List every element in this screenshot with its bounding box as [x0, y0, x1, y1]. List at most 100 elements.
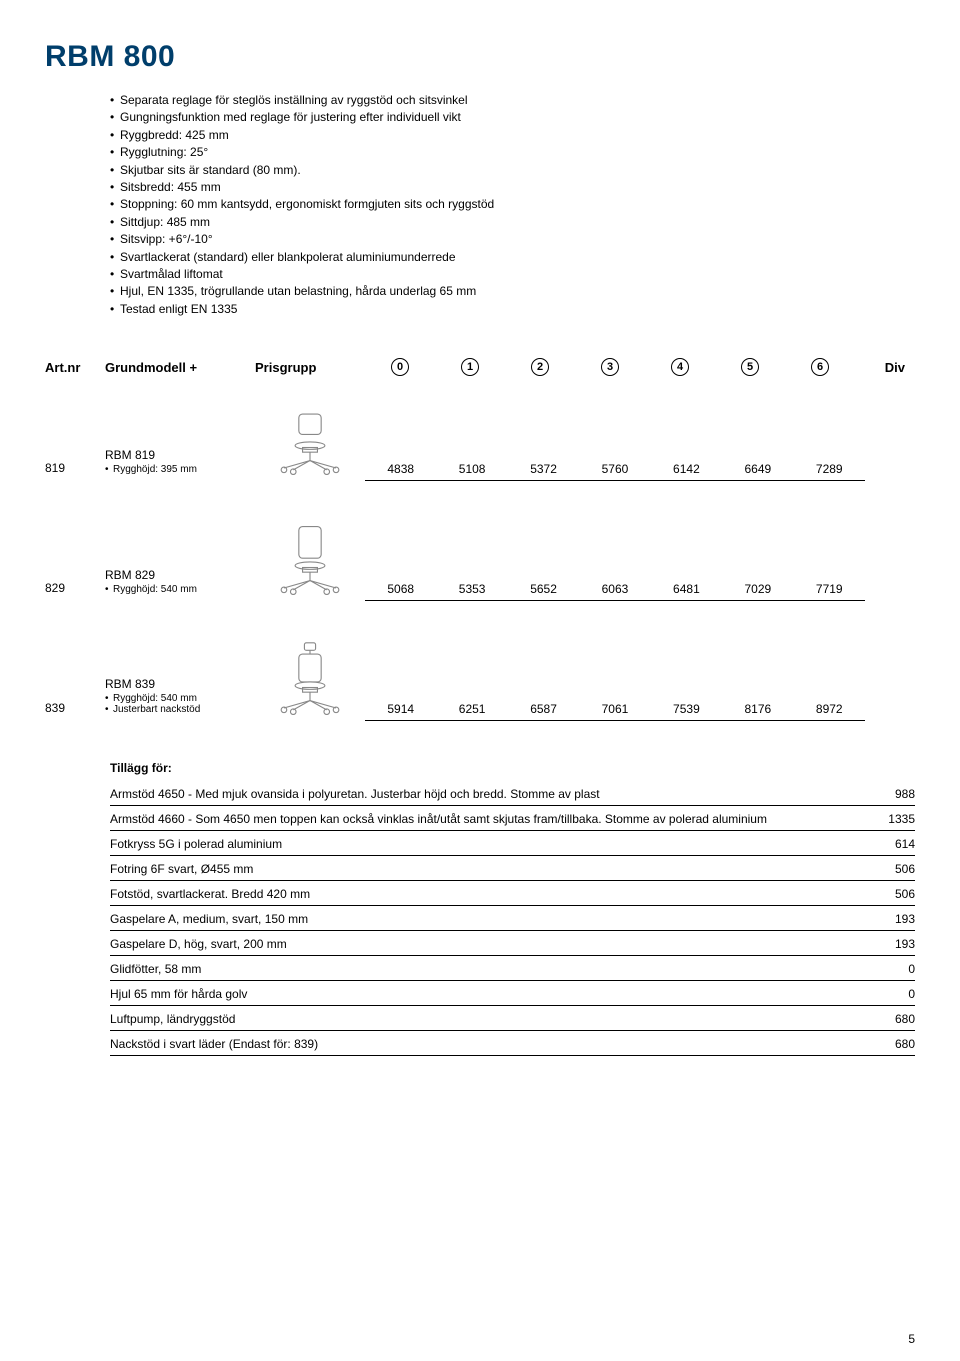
spec-item: Sitsvipp: +6°/-10°: [110, 231, 915, 248]
tillagg-section: Tillägg för: Armstöd 4650 - Med mjuk ova…: [110, 761, 915, 1056]
chair-icon: [255, 521, 365, 601]
tillagg-desc: Gaspelare D, hög, svart, 200 mm: [110, 937, 845, 951]
tillagg-desc: Gaspelare A, medium, svart, 150 mm: [110, 912, 845, 926]
header-price-col: 4: [645, 358, 715, 376]
artnr: 839: [45, 701, 105, 721]
price-group-circle: 4: [671, 358, 689, 376]
tillagg-row: Glidfötter, 58 mm0: [110, 956, 915, 981]
spec-item: Ryggbredd: 425 mm: [110, 127, 915, 144]
price-cell: 6251: [436, 702, 507, 716]
tillagg-desc: Luftpump, ländryggstöd: [110, 1012, 845, 1026]
tillagg-desc: Fotring 6F svart, Ø455 mm: [110, 862, 845, 876]
price-cell: 4838: [365, 462, 436, 476]
header-artnr: Art.nr: [45, 360, 105, 375]
tillagg-price: 614: [845, 837, 915, 851]
model-info: RBM 839Rygghöjd: 540 mmJusterbart nackst…: [105, 677, 255, 721]
price-cell: 5068: [365, 582, 436, 596]
price-cell: 7029: [722, 582, 793, 596]
chair-icon: [255, 401, 365, 481]
spec-item: Separata reglage för steglös inställning…: [110, 92, 915, 109]
tillagg-price: 680: [845, 1037, 915, 1051]
header-price-col: 3: [575, 358, 645, 376]
tillagg-price: 193: [845, 937, 915, 951]
price-cell: 7719: [794, 582, 865, 596]
tillagg-desc: Glidfötter, 58 mm: [110, 962, 845, 976]
tillagg-desc: Armstöd 4650 - Med mjuk ovansida i polyu…: [110, 787, 845, 801]
product-row: 829RBM 829Rygghöjd: 540 mm 50685353565260…: [45, 521, 915, 601]
price-row: 5914625165877061753981768972: [365, 702, 865, 721]
price-cell: 8972: [794, 702, 865, 716]
tillagg-price: 0: [845, 962, 915, 976]
model-info: RBM 829Rygghöjd: 540 mm: [105, 568, 255, 601]
price-row: 5068535356526063648170297719: [365, 582, 865, 601]
tillagg-price: 1335: [845, 812, 915, 826]
tillagg-price: 988: [845, 787, 915, 801]
tillagg-row: Gaspelare D, hög, svart, 200 mm193: [110, 931, 915, 956]
spec-list: Separata reglage för steglös inställning…: [110, 92, 915, 318]
tillagg-row: Fotring 6F svart, Ø455 mm506: [110, 856, 915, 881]
tillagg-desc: Hjul 65 mm för hårda golv: [110, 987, 845, 1001]
header-prisgrupp: Prisgrupp: [255, 360, 365, 375]
price-group-circle: 3: [601, 358, 619, 376]
tillagg-price: 193: [845, 912, 915, 926]
tillagg-desc: Nackstöd i svart läder (Endast för: 839): [110, 1037, 845, 1051]
price-table-header: Art.nr Grundmodell + Prisgrupp 0123456 D…: [45, 358, 915, 376]
spec-item: Rygglutning: 25°: [110, 144, 915, 161]
model-detail: Rygghöjd: 540 mm: [105, 693, 255, 704]
header-price-col: 0: [365, 358, 435, 376]
header-price-col: 5: [715, 358, 785, 376]
price-group-circle: 6: [811, 358, 829, 376]
model-detail: Justerbart nackstöd: [105, 704, 255, 715]
chair-icon: [255, 641, 365, 721]
artnr: 829: [45, 581, 105, 601]
spec-item: Sitsbredd: 455 mm: [110, 179, 915, 196]
tillagg-row: Nackstöd i svart läder (Endast för: 839)…: [110, 1031, 915, 1056]
model-info: RBM 819Rygghöjd: 395 mm: [105, 448, 255, 481]
price-cell: 7289: [794, 462, 865, 476]
price-cell: 5353: [436, 582, 507, 596]
tillagg-desc: Fotkryss 5G i polerad aluminium: [110, 837, 845, 851]
tillagg-row: Fotstöd, svartlackerat. Bredd 420 mm506: [110, 881, 915, 906]
tillagg-price: 0: [845, 987, 915, 1001]
price-cell: 5372: [508, 462, 579, 476]
tillagg-price: 506: [845, 887, 915, 901]
model-detail: Rygghöjd: 540 mm: [105, 584, 255, 595]
page-title: RBM 800: [45, 40, 915, 74]
page-number: 5: [908, 1332, 915, 1346]
price-cell: 5760: [579, 462, 650, 476]
artnr: 819: [45, 461, 105, 481]
price-cell: 5914: [365, 702, 436, 716]
tillagg-row: Hjul 65 mm för hårda golv0: [110, 981, 915, 1006]
tillagg-title: Tillägg för:: [110, 761, 915, 775]
price-cell: 8176: [722, 702, 793, 716]
price-cell: 6587: [508, 702, 579, 716]
header-model: Grundmodell +: [105, 360, 255, 375]
tillagg-row: Gaspelare A, medium, svart, 150 mm193: [110, 906, 915, 931]
spec-item: Testad enligt EN 1335: [110, 301, 915, 318]
tillagg-row: Armstöd 4650 - Med mjuk ovansida i polyu…: [110, 781, 915, 806]
tillagg-row: Luftpump, ländryggstöd680: [110, 1006, 915, 1031]
tillagg-row: Armstöd 4660 - Som 4650 men toppen kan o…: [110, 806, 915, 831]
spec-item: Svartlackerat (standard) eller blankpole…: [110, 249, 915, 266]
tillagg-desc: Fotstöd, svartlackerat. Bredd 420 mm: [110, 887, 845, 901]
price-cell: 6063: [579, 582, 650, 596]
price-cell: 6142: [651, 462, 722, 476]
price-group-circle: 5: [741, 358, 759, 376]
price-cell: 7539: [651, 702, 722, 716]
tillagg-price: 680: [845, 1012, 915, 1026]
price-group-circle: 2: [531, 358, 549, 376]
price-cell: 7061: [579, 702, 650, 716]
price-cell: 6649: [722, 462, 793, 476]
price-cell: 5108: [436, 462, 507, 476]
spec-item: Gungningsfunktion med reglage för juster…: [110, 109, 915, 126]
product-row: 839RBM 839Rygghöjd: 540 mmJusterbart nac…: [45, 641, 915, 721]
tillagg-row: Fotkryss 5G i polerad aluminium614: [110, 831, 915, 856]
price-cell: 5652: [508, 582, 579, 596]
tillagg-price: 506: [845, 862, 915, 876]
product-row: 819RBM 819Rygghöjd: 395 mm 48385108537257…: [45, 401, 915, 481]
price-cell: 6481: [651, 582, 722, 596]
header-div: Div: [855, 360, 905, 375]
tillagg-desc: Armstöd 4660 - Som 4650 men toppen kan o…: [110, 812, 845, 826]
spec-item: Sittdjup: 485 mm: [110, 214, 915, 231]
header-price-col: 2: [505, 358, 575, 376]
